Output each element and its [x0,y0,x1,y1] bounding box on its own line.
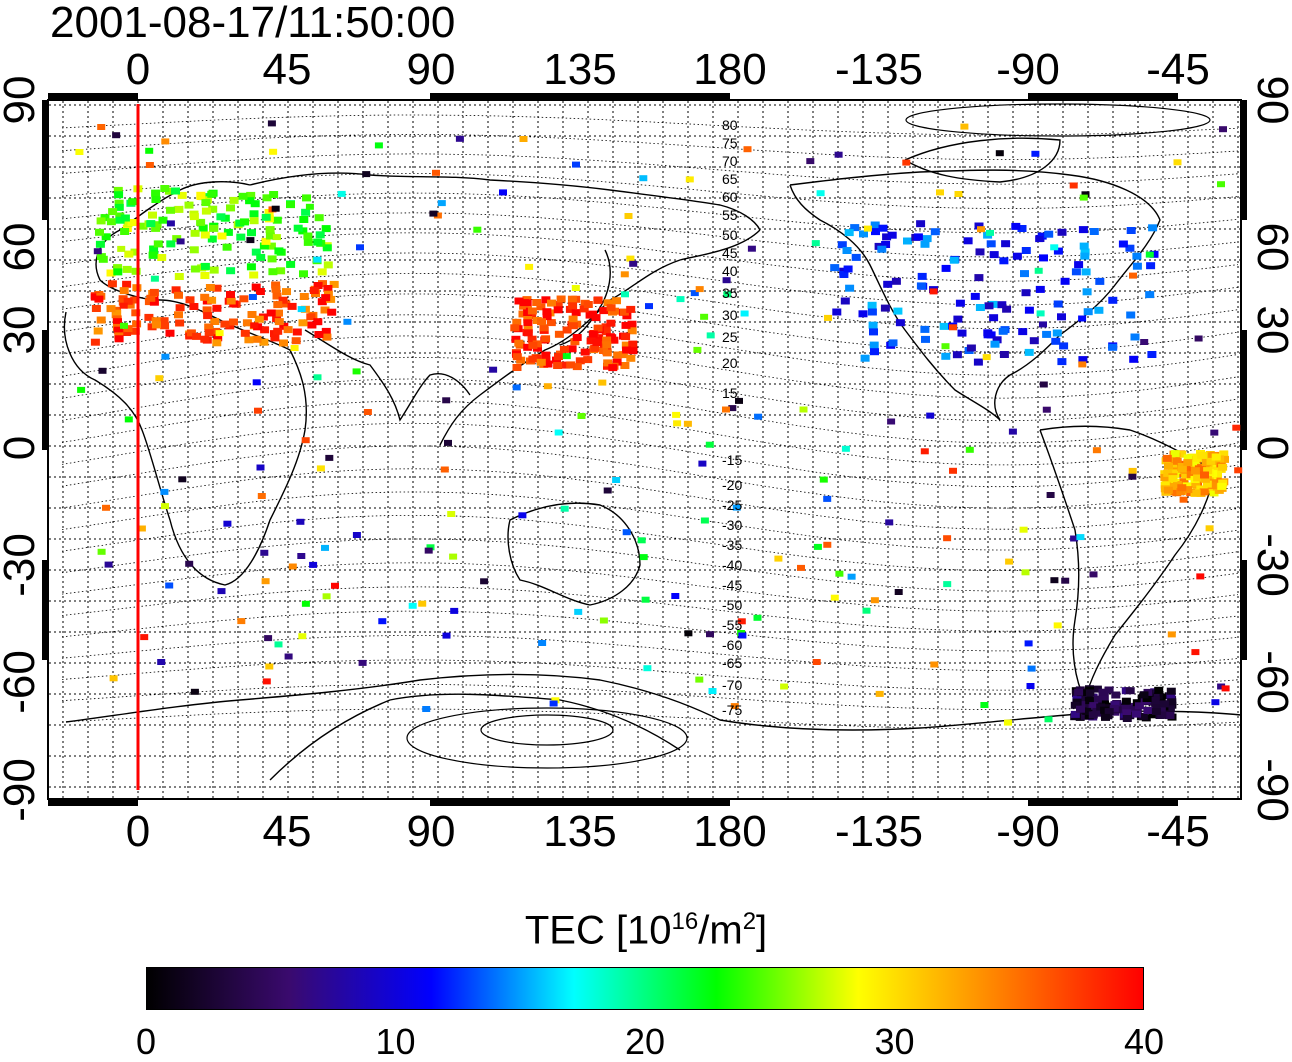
lon-tick-top: 180 [693,45,766,94]
contour-label: 25 [722,329,738,345]
map-frame [47,99,1242,800]
contour-label: 35 [722,285,738,301]
lat-tick-right: 60 [1248,223,1292,272]
colorbar-tick-label: 40 [1123,1021,1165,1062]
colorbar-title-exponent-2: 2 [742,908,757,935]
contour-labels: 80 75 70 65 60 55 50 45 40 35 30 25 20 15 -15 -20 -25 -30… [722,117,742,718]
lon-tick-top: 0 [126,45,150,94]
colorbar-title: TEC [1016/m2] [0,908,1292,953]
colorbar-title-suffix: ] [756,908,768,953]
lat-tick-left: 90 [0,76,44,125]
coast-india-arabia [304,329,471,422]
lon-tick-bottom: -135 [835,807,923,856]
colorbar-tick-label: 30 [874,1021,915,1062]
coast-australia [507,502,641,606]
lat-tick-right: -60 [1248,650,1292,714]
lon-tick-bottom: 0 [126,807,150,856]
lon-tick-top: -135 [835,45,923,94]
contour-label: -75 [722,702,742,718]
contour-label: -30 [722,517,742,533]
lat-tick-right: -90 [1248,758,1292,822]
lat-tick-left: -90 [0,758,44,822]
lon-tick-bottom: 180 [693,807,766,856]
contour-label: 70 [722,153,738,169]
lon-tick-bottom: -45 [1146,807,1210,856]
lat-tick-left: 30 [0,306,44,355]
magnetic-latitude-contours [61,114,1239,730]
axis-bars [42,93,1247,806]
contour-label: 50 [722,227,738,243]
contour-label: -50 [722,597,742,613]
lat-tick-left: 0 [0,436,44,460]
lon-tick-labels-bottom: 0 45 90 135 180 -135 -90 -45 [126,807,1210,856]
coast-north-america [789,169,1161,421]
lat-tick-left: -60 [0,650,44,714]
lat-tick-right: 30 [1248,306,1292,355]
contour-label: 65 [722,171,738,187]
contour-label: 80 [722,117,738,133]
tec-scatter-points [75,120,1243,726]
tec-data-patches [75,120,1243,726]
contour-label: -20 [722,477,742,493]
tec-region-europe [95,185,333,280]
contour-label: 45 [722,245,738,261]
lat-tick-right: 90 [1248,76,1292,125]
lat-tick-labels-right: 90 60 30 0 -30 -60 -90 [1248,76,1292,822]
colorbar-title-mid: /m [698,908,743,953]
colorbar [146,967,1144,1010]
contour-label: 75 [722,135,738,151]
contour-label: -60 [722,637,742,653]
lon-tick-bottom: 45 [263,807,312,856]
lon-tick-bottom: 90 [407,807,456,856]
map-title: 2001-08-17/11:50:00 [50,0,456,47]
tec-region-antarctic [1070,685,1177,722]
contour-label: 60 [722,189,738,205]
coast-antarctic-shelf [269,693,681,781]
contour-label: 55 [722,207,738,223]
lat-tick-right: 0 [1248,436,1292,460]
lon-tick-top: 45 [263,45,312,94]
colorbar-tick-label: 0 [135,1021,157,1062]
lat-tick-labels-left: 90 60 30 0 -30 -60 -90 [0,76,44,822]
contour-label: -55 [722,617,742,633]
tec-world-map: 0 45 90 135 180 -135 -90 -45 0 45 90 135 180 -135 -90… [0,45,1292,856]
contour-label: -70 [722,677,742,693]
lon-tick-top: 90 [407,45,456,94]
contour-label: 15 [722,385,738,401]
lon-tick-bottom: 135 [543,807,616,856]
contour-label: -25 [722,497,742,513]
lon-tick-top: 135 [543,45,616,94]
tec-region-japan-south [510,295,638,372]
lat-tick-right: -30 [1248,533,1292,597]
closed-contours [406,103,1211,769]
colorbar-title-prefix: TEC [10 [524,908,672,953]
lon-tick-top: -90 [996,45,1060,94]
lon-tick-top: -45 [1146,45,1210,94]
coast-south-america [1039,425,1216,703]
contour-label: -45 [722,577,742,593]
colorbar-tick-label: 10 [375,1021,416,1062]
coast-eurasia-north [249,172,761,231]
contour-label: -35 [722,537,742,553]
contour-label: 40 [722,263,738,279]
coast-greenland [904,137,1061,183]
contour-label: 20 [722,355,738,371]
contour-label: -15 [722,452,742,468]
lon-tick-labels-top: 0 45 90 135 180 -135 -90 -45 [126,45,1210,94]
coast-asia-east [439,229,761,446]
lat-tick-left: -30 [0,533,44,597]
contour-label: -65 [722,655,742,671]
tec-region-north-america [830,220,1159,366]
contour-label: -40 [722,557,742,573]
tec-region-south-america-east [1160,450,1229,497]
lon-tick-bottom: -90 [996,807,1060,856]
coast-antarctica [65,673,1242,731]
lat-tick-left: 60 [0,223,44,272]
colorbar-title-exponent-1: 16 [671,908,699,935]
contour-label: 30 [722,307,738,323]
colorbar-tick-label: 20 [624,1021,666,1062]
